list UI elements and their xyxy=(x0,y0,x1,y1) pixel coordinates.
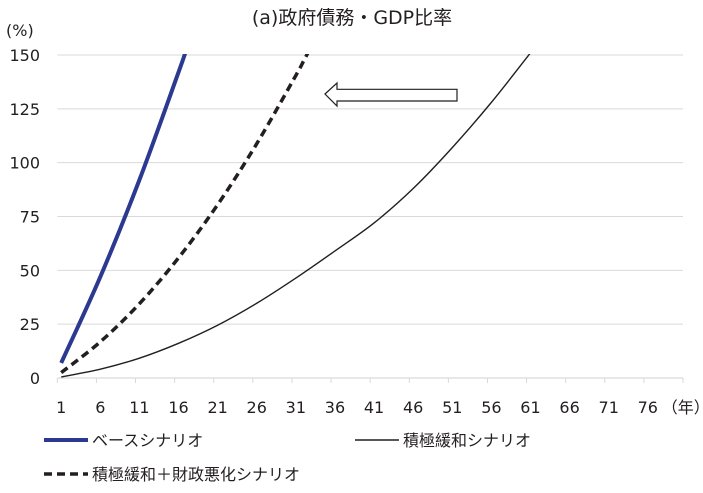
left-arrow-annotation xyxy=(324,81,458,108)
series-lines xyxy=(59,54,531,378)
legend-label: ベースシナリオ xyxy=(92,431,203,450)
x-axis-unit-label: （年） xyxy=(662,398,703,417)
chart-title: (a)政府債務・GDP比率 xyxy=(252,7,452,29)
x-tick-label: 6 xyxy=(95,398,105,417)
y-tick-label: 0 xyxy=(30,369,40,388)
y-tick-label: 125 xyxy=(9,100,40,119)
legend-label: 積極緩和シナリオ xyxy=(403,431,531,450)
x-tick-label: 31 xyxy=(286,398,306,417)
series-line-dashed xyxy=(60,54,310,374)
legend-label: 積極緩和＋財政悪化シナリオ xyxy=(92,465,300,484)
x-tick-label: 36 xyxy=(325,398,345,417)
x-tick-label: 66 xyxy=(559,398,579,417)
y-axis-unit-label: (%) xyxy=(6,21,34,40)
x-tick-label: 21 xyxy=(207,398,227,417)
x-tick-label: 71 xyxy=(599,398,619,417)
y-tick-label: 100 xyxy=(9,154,40,173)
x-tick-label: 1 xyxy=(56,398,66,417)
y-tick-label: 25 xyxy=(20,315,40,334)
series-line-thick xyxy=(59,54,188,364)
x-tick-label: 41 xyxy=(364,398,384,417)
x-tick-label: 51 xyxy=(442,398,462,417)
x-tick-label: 16 xyxy=(168,398,188,417)
x-tick-label: 76 xyxy=(638,398,658,417)
x-tick-label: 26 xyxy=(247,398,267,417)
x-tick-label: 56 xyxy=(481,398,501,417)
x-tick-label: 61 xyxy=(520,398,540,417)
y-tick-labels: 0 25 50 75 100 125 150 xyxy=(9,46,40,388)
gridlines xyxy=(57,54,683,325)
y-tick-label: 150 xyxy=(9,46,40,65)
y-tick-label: 50 xyxy=(20,261,40,280)
y-tick-label: 75 xyxy=(20,208,40,227)
x-tick-label: 11 xyxy=(129,398,149,417)
series-line-thin xyxy=(61,54,531,378)
x-tick-label: 46 xyxy=(403,398,423,417)
